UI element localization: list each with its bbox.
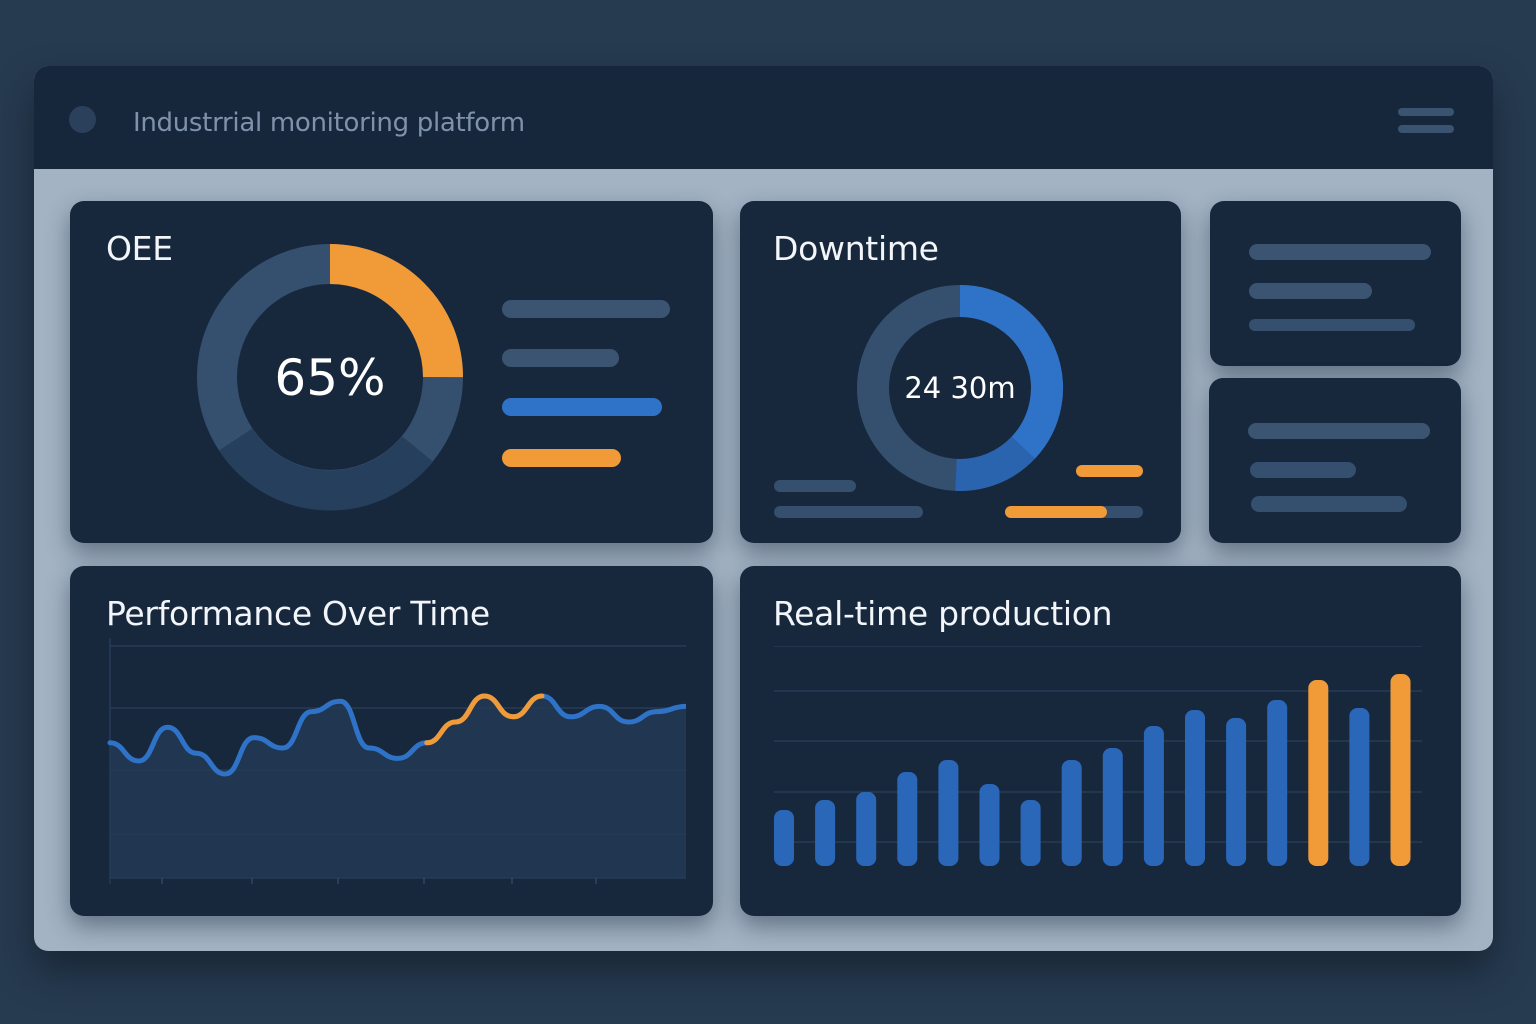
downtime-card[interactable]: Downtime 24 30m <box>740 201 1181 543</box>
app-title: Industrrial monitoring platform <box>133 108 525 138</box>
production-bar[interactable] <box>1308 680 1329 866</box>
downtime-donut-segment-main <box>959 285 1063 459</box>
performance-line-chart <box>107 638 686 884</box>
oee-card[interactable]: OEE 65% <box>70 201 713 543</box>
info-card-1-line-1 <box>1249 244 1431 260</box>
oee-title: OEE <box>106 229 173 268</box>
production-bar[interactable] <box>1390 674 1411 866</box>
oee-donut-chart: 65% <box>197 244 463 511</box>
info-card-1-line-2 <box>1249 283 1372 299</box>
downtime-donut-segment-secondary <box>955 436 1035 491</box>
production-bar[interactable] <box>1020 800 1041 866</box>
info-card-2-line-3 <box>1251 496 1407 512</box>
performance-series-line <box>107 693 686 777</box>
status-dot-icon <box>69 106 96 133</box>
downtime-info-bar-2 <box>774 506 923 518</box>
info-card-1[interactable] <box>1210 201 1461 366</box>
oee-donut-progress-arc <box>197 244 463 510</box>
info-card-2-line-2 <box>1250 462 1356 478</box>
oee-legend-bar-3 <box>502 398 662 416</box>
downtime-progress-track <box>1005 506 1143 518</box>
production-bar[interactable] <box>1102 748 1123 866</box>
production-title: Real-time production <box>773 594 1113 633</box>
downtime-donut-chart: 24 30m <box>857 285 1063 491</box>
performance-area-fill <box>110 696 686 878</box>
info-card-2[interactable] <box>1209 378 1461 543</box>
production-bar[interactable] <box>979 784 1000 866</box>
production-card[interactable]: Real-time production <box>740 566 1461 916</box>
oee-value: 65% <box>274 349 385 407</box>
production-bar[interactable] <box>1185 710 1205 866</box>
hamburger-menu-icon[interactable] <box>1398 108 1454 134</box>
oee-legend-bar-4 <box>502 449 621 467</box>
production-bar[interactable] <box>1143 726 1164 866</box>
downtime-progress-fill <box>1005 506 1107 518</box>
production-bar[interactable] <box>856 792 877 866</box>
production-bar[interactable] <box>938 760 959 866</box>
production-bar[interactable] <box>774 810 794 866</box>
oee-legend-bar-1 <box>502 300 670 318</box>
title-bar: Industrrial monitoring platform <box>34 66 1493 169</box>
oee-legend-bar-2 <box>502 349 619 367</box>
downtime-value: 24 30m <box>904 371 1015 405</box>
performance-title: Performance Over Time <box>106 594 490 633</box>
info-card-1-line-3 <box>1249 319 1415 331</box>
info-card-2-line-1 <box>1248 423 1430 439</box>
downtime-info-bar-1 <box>774 480 856 492</box>
production-bar[interactable] <box>1226 718 1247 866</box>
oee-donut-lower-segment <box>218 428 434 511</box>
performance-card[interactable]: Performance Over Time <box>70 566 713 916</box>
production-bar[interactable] <box>1267 700 1288 866</box>
production-bar-chart <box>774 646 1422 866</box>
downtime-accent-bar <box>1076 465 1143 477</box>
production-bar[interactable] <box>815 800 836 866</box>
downtime-title: Downtime <box>773 229 939 268</box>
production-bar[interactable] <box>1061 760 1082 866</box>
production-bar[interactable] <box>1349 708 1370 866</box>
production-bar[interactable] <box>897 772 918 866</box>
performance-highlight-segment <box>424 693 545 746</box>
app-window: Industrrial monitoring platform OEE 65% … <box>34 66 1493 951</box>
